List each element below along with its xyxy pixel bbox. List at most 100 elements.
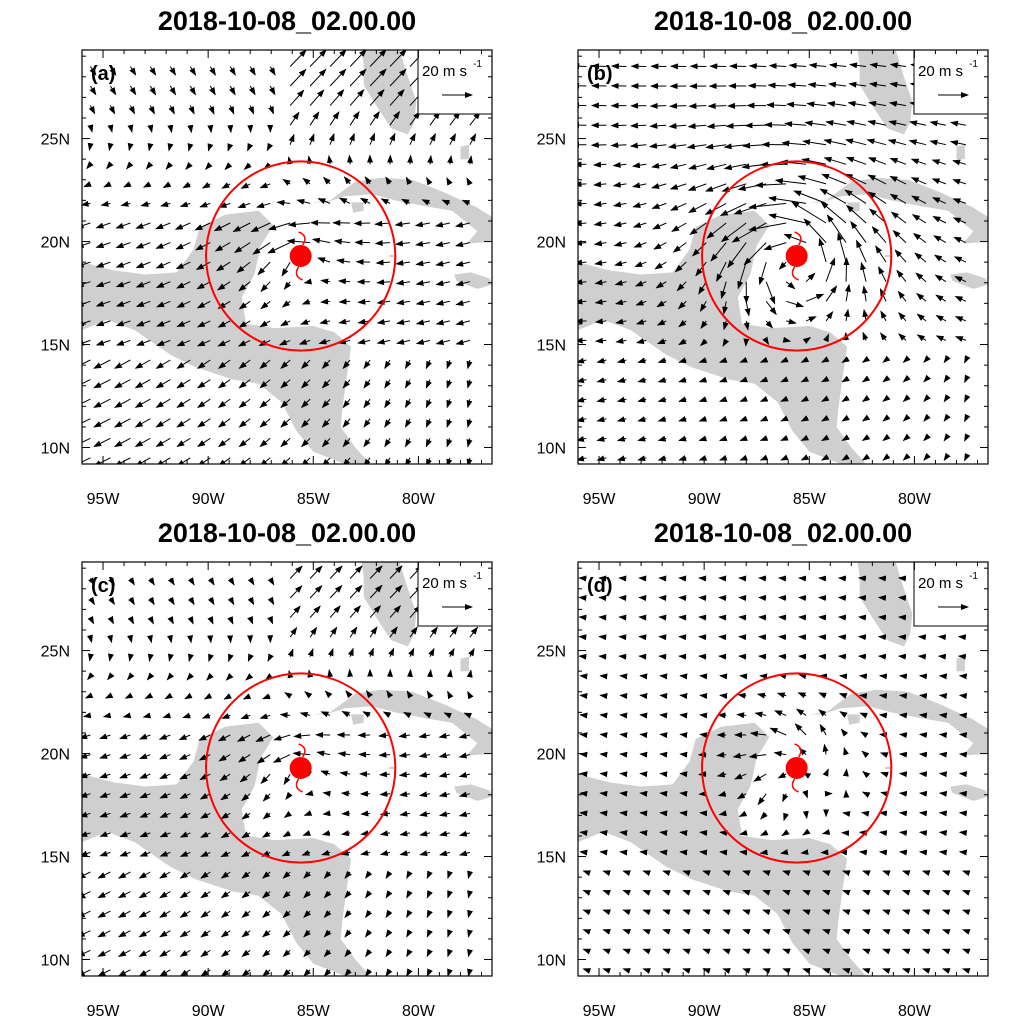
wind-vector xyxy=(954,336,967,342)
wind-vector xyxy=(867,174,887,185)
land-mass xyxy=(454,784,492,801)
wind-vector xyxy=(898,810,908,817)
wind-vector xyxy=(659,849,668,856)
wind-vector xyxy=(134,437,151,447)
wind-vector xyxy=(938,673,948,680)
wind-vector xyxy=(778,594,787,601)
wind-vector xyxy=(739,396,748,402)
wind-vector xyxy=(938,732,948,739)
wind-vector xyxy=(135,242,151,249)
wind-vector xyxy=(686,143,707,150)
wind-vector xyxy=(718,357,728,363)
wind-vector xyxy=(758,261,767,286)
wind-vector xyxy=(902,394,911,403)
wind-vector xyxy=(238,359,251,369)
wind-vector xyxy=(578,595,587,601)
wind-vector xyxy=(634,280,647,287)
wind-vector xyxy=(780,356,789,363)
wind-vector xyxy=(658,614,667,621)
wind-vector xyxy=(654,261,667,270)
lat-tick-label: 15N xyxy=(537,850,566,867)
wind-vector xyxy=(129,85,137,96)
wind-vector xyxy=(407,154,414,165)
wind-vector xyxy=(918,673,928,680)
wind-vector xyxy=(217,359,231,369)
wind-vector xyxy=(719,673,728,680)
wind-vector xyxy=(678,614,687,621)
wind-vector xyxy=(923,374,931,383)
wind-vector xyxy=(902,433,911,442)
wind-vector xyxy=(823,333,829,343)
wind-vector xyxy=(384,379,392,389)
lat-tick-label: 10N xyxy=(41,441,70,458)
wind-vector xyxy=(425,438,432,448)
wind-vector xyxy=(698,455,708,461)
wind-vector xyxy=(619,790,628,797)
wind-vector xyxy=(918,810,928,817)
wind-vector xyxy=(798,634,807,641)
wind-vector xyxy=(415,260,431,267)
wind-vector xyxy=(821,375,830,383)
wind-vector xyxy=(619,692,628,699)
wind-vector xyxy=(134,359,151,369)
wind-vector xyxy=(914,252,927,263)
wind-vector xyxy=(778,575,787,582)
wind-vector xyxy=(651,202,667,209)
lat-tick-label: 25N xyxy=(41,644,70,661)
wind-vector xyxy=(699,338,708,347)
wind-vector xyxy=(898,849,908,856)
wind-vector xyxy=(189,85,196,96)
wind-vector xyxy=(286,238,311,245)
wind-vector xyxy=(937,634,947,641)
wind-vector xyxy=(115,222,131,229)
wind-vector xyxy=(145,161,154,170)
wind-vector xyxy=(229,66,236,76)
wind-vector xyxy=(705,143,727,150)
wind-vector xyxy=(197,418,211,428)
wind-vector xyxy=(717,712,727,719)
wind-vector xyxy=(594,337,607,344)
wind-vector xyxy=(805,316,817,323)
wind-vector xyxy=(800,395,810,402)
wind-vector xyxy=(825,285,838,302)
wind-vector xyxy=(943,354,951,364)
wind-vector xyxy=(722,320,729,331)
wind-vector xyxy=(425,379,432,389)
wind-vector xyxy=(800,356,810,363)
wind-vector xyxy=(329,50,347,67)
wind-vector xyxy=(426,176,433,186)
wind-vector xyxy=(336,258,351,265)
wind-vector xyxy=(342,379,351,389)
wind-vector xyxy=(103,181,112,188)
wind-vector xyxy=(841,375,850,383)
wind-vector xyxy=(578,318,587,325)
wind-vector xyxy=(142,181,152,188)
wind-vector xyxy=(209,66,216,76)
wind-vector xyxy=(678,396,687,403)
wind-vector xyxy=(147,124,154,133)
wind-vector xyxy=(877,653,887,660)
wind-vector xyxy=(943,413,951,422)
wind-vector xyxy=(590,141,607,148)
wind-vector xyxy=(954,276,967,283)
wind-vector xyxy=(889,62,907,69)
wind-vector xyxy=(758,594,767,601)
land-mass xyxy=(313,177,492,244)
wind-vector xyxy=(357,338,371,345)
lon-tick-label: 95W xyxy=(87,1003,121,1020)
wind-vector xyxy=(738,614,747,621)
wind-vector xyxy=(825,120,847,126)
wind-vector xyxy=(578,298,587,305)
wind-vector xyxy=(802,139,827,146)
wind-vector xyxy=(155,379,171,389)
wind-vector xyxy=(425,359,432,370)
wind-vector xyxy=(321,437,331,448)
wind-vector xyxy=(659,771,668,778)
wind-vector xyxy=(309,89,325,106)
wind-vector xyxy=(766,102,787,109)
wind-vector xyxy=(632,222,647,228)
panel-title: 2018-10-08_02.00.00 xyxy=(158,518,416,548)
wind-vector xyxy=(798,575,807,582)
wind-vector xyxy=(952,198,967,205)
wind-vector xyxy=(759,454,769,461)
